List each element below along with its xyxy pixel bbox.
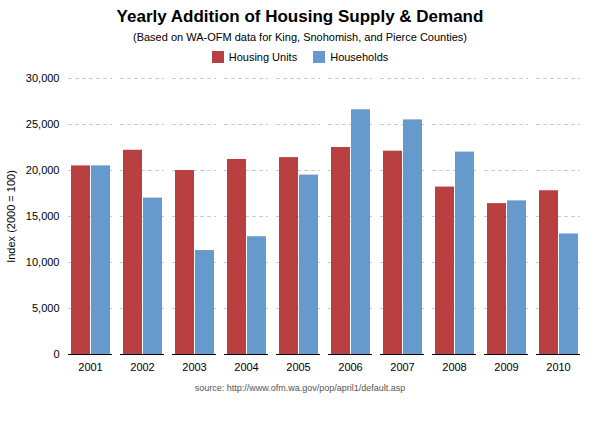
html-text:Yearly Addition of Housing Sup: Yearly Addition of Housing Supply & Dema… bbox=[116, 7, 484, 26]
html-text:source: http://www.ofm.wa.gov/: source: http://www.ofm.wa.gov/pop/april1… bbox=[194, 383, 406, 393]
svg-text:0: 0 bbox=[53, 348, 59, 360]
svg-text:Index (2000 = 100): Index (2000 = 100) bbox=[5, 170, 17, 263]
svg-text:2010: 2010 bbox=[546, 361, 570, 373]
svg-text:5,000: 5,000 bbox=[32, 302, 60, 314]
svg-text:2007: 2007 bbox=[390, 361, 414, 373]
svg-text:20,000: 20,000 bbox=[26, 164, 60, 176]
svg-text:2005: 2005 bbox=[286, 361, 310, 373]
svg-text:30,000: 30,000 bbox=[26, 72, 60, 84]
svg-text:2008: 2008 bbox=[442, 361, 466, 373]
svg-text:2006: 2006 bbox=[338, 361, 362, 373]
svg-text:2004: 2004 bbox=[234, 361, 258, 373]
svg-text:2003: 2003 bbox=[182, 361, 206, 373]
html-text:Housing Units: Housing Units bbox=[228, 51, 298, 63]
html-text:Households: Households bbox=[330, 51, 389, 63]
svg-text:2009: 2009 bbox=[494, 361, 518, 373]
svg-text:25,000: 25,000 bbox=[26, 118, 60, 130]
svg-text:2002: 2002 bbox=[130, 361, 154, 373]
svg-text:10,000: 10,000 bbox=[26, 256, 60, 268]
html-text:(Based on WA-OFM data for King: (Based on WA-OFM data for King, Snohomis… bbox=[133, 31, 467, 43]
svg-text:2001: 2001 bbox=[78, 361, 102, 373]
svg-text:15,000: 15,000 bbox=[26, 210, 60, 222]
